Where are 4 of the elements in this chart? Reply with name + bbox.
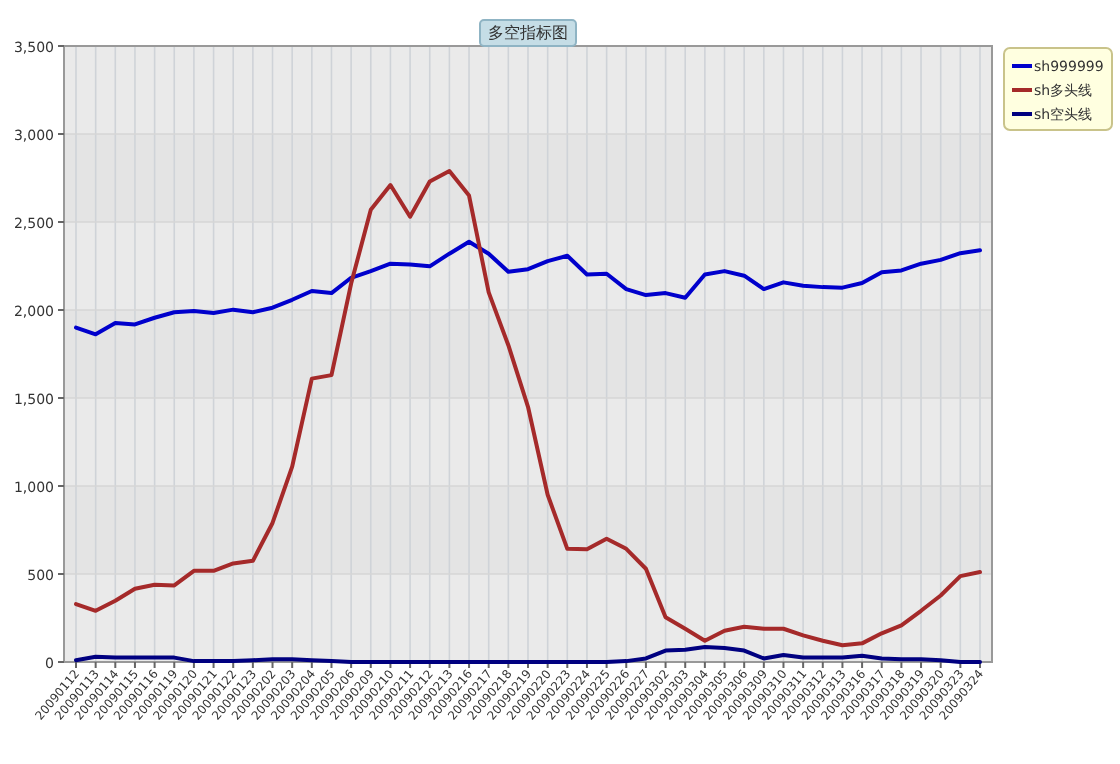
line-series (74, 168, 982, 648)
line-series (74, 239, 982, 337)
chart-title: 多空指标图 (488, 24, 568, 42)
line-series (74, 645, 982, 664)
